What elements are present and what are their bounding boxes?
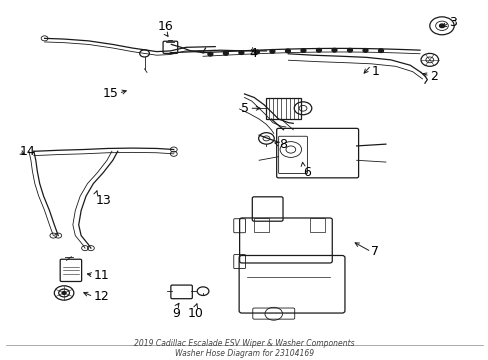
Text: 13: 13: [96, 194, 111, 207]
Bar: [254, 219, 268, 232]
Circle shape: [62, 292, 66, 294]
Text: 7: 7: [370, 245, 379, 258]
Circle shape: [285, 49, 290, 53]
Circle shape: [254, 50, 259, 54]
Circle shape: [347, 49, 352, 52]
Circle shape: [239, 51, 244, 54]
Text: 16: 16: [157, 20, 173, 33]
Text: 8: 8: [278, 138, 286, 150]
Text: 2: 2: [429, 69, 437, 82]
Text: 11: 11: [93, 269, 109, 282]
Text: 10: 10: [187, 307, 203, 320]
Circle shape: [439, 24, 444, 28]
Circle shape: [223, 51, 228, 55]
Text: 4: 4: [249, 47, 257, 60]
Text: 3: 3: [448, 16, 456, 29]
Circle shape: [316, 49, 321, 52]
Circle shape: [207, 52, 212, 56]
Text: 6: 6: [303, 166, 310, 179]
Text: 1: 1: [370, 65, 378, 78]
Text: 9: 9: [172, 307, 180, 320]
Circle shape: [331, 48, 336, 52]
Circle shape: [269, 50, 274, 53]
Circle shape: [301, 49, 305, 52]
Circle shape: [378, 49, 383, 53]
Text: 2019 Cadillac Escalade ESV Wiper & Washer Components
Washer Hose Diagram for 231: 2019 Cadillac Escalade ESV Wiper & Washe…: [134, 339, 354, 358]
Text: 14: 14: [19, 145, 35, 158]
Circle shape: [362, 49, 367, 52]
Text: 15: 15: [102, 87, 119, 100]
Bar: [310, 219, 325, 232]
Text: 5: 5: [241, 102, 249, 115]
Text: 12: 12: [93, 290, 109, 303]
